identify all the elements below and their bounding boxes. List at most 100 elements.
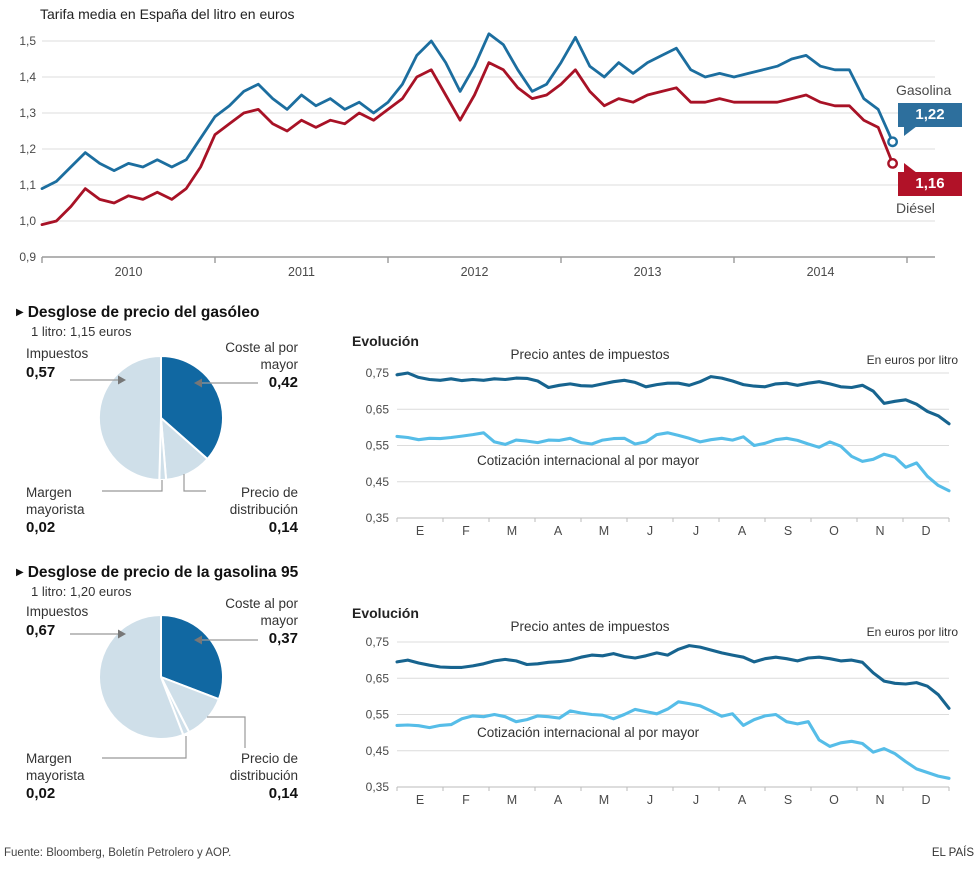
gasoleo-pie-chart (70, 354, 258, 492)
month-tick-label: M (507, 524, 517, 538)
month-tick-label: J (647, 524, 653, 538)
page-title: Tarifa media en España del litro en euro… (40, 6, 295, 22)
leader-arrow-icon (118, 375, 126, 385)
y-tick-label: 0,65 (366, 402, 390, 416)
series-line-diésel (40, 61, 894, 227)
month-tick-label: O (829, 793, 839, 807)
series-end-marker (887, 136, 898, 148)
y-tick-label: 0,65 (366, 671, 390, 685)
month-tick-label: M (507, 793, 517, 807)
evolucion-gasoleo-chart: 0,75 0,65 0,55 0,45 0,35 E F M A M J J A S O N D (366, 366, 951, 538)
pie-label-distribucion: Precio de distribución 0,14 (229, 485, 298, 536)
x-tick-label: 2011 (288, 265, 315, 279)
y-tick-label: 1,3 (19, 106, 36, 120)
series-line (395, 700, 951, 780)
x-tick-label: 2012 (461, 265, 489, 279)
month-tick-label: O (829, 524, 839, 538)
leader-line (207, 716, 246, 748)
month-tick-label: A (738, 524, 747, 538)
y-tick-label: 0,9 (19, 250, 36, 264)
y-tick-label: 0,35 (366, 511, 390, 525)
y-tick-label: 0,75 (366, 366, 390, 380)
unit-note-1: En euros por litro (866, 353, 958, 367)
month-tick-label: D (921, 793, 930, 807)
y-tick-label: 0,55 (366, 708, 390, 722)
pie-slice-coste-al-por-mayor (160, 614, 224, 701)
annot-precio-antes-1: Precio antes de impuestos (510, 347, 670, 362)
section-bullet-icon: ▶ (16, 307, 24, 318)
pie-label-impuestos: Impuestos 0,57 (26, 346, 89, 381)
month-tick-label: N (875, 524, 884, 538)
x-tick-label: 2013 (634, 265, 662, 279)
pie-label-coste: Coste al por mayor 0,42 (225, 340, 298, 391)
y-tick-label: 1,0 (19, 214, 36, 228)
month-tick-label: S (784, 793, 792, 807)
month-tick-label: F (462, 524, 470, 538)
desglose-gasolina-panel: ▶ Desglose de precio de la gasolina 95 1 … (0, 560, 335, 812)
leader-line (102, 480, 163, 492)
month-tick-label: M (599, 793, 609, 807)
series-line (395, 371, 951, 426)
y-tick-label: 1,4 (19, 70, 36, 84)
month-tick-label: N (875, 793, 884, 807)
month-tick-label: A (554, 524, 563, 538)
month-tick-label: E (416, 793, 424, 807)
evolucion-title-2: Evolución (352, 605, 419, 621)
gasolina-value-badge: 1,22 (898, 103, 962, 136)
evolucion-gasolina-chart: 0,75 0,65 0,55 0,45 0,35 E F M A M J J A S O N D (366, 635, 951, 807)
diesel-series-label: Diésel (896, 200, 935, 216)
section-bullet-icon: ▶ (16, 567, 24, 578)
annot-cotizacion-1: Cotización internacional al por mayor (477, 453, 700, 468)
month-tick-label: A (738, 793, 747, 807)
month-tick-label: F (462, 793, 470, 807)
y-tick-label: 0,35 (366, 780, 390, 794)
y-tick-label: 1,1 (19, 178, 36, 192)
evolucion-title-1: Evolución (352, 333, 419, 349)
x-tick-label: 2010 (115, 265, 143, 279)
pie-label-distribucion: Precio de distribución 0,14 (229, 751, 298, 802)
pie-slice-impuestos (97, 354, 162, 481)
month-tick-label: M (599, 524, 609, 538)
section-subtitle-gasoleo: 1 litro: 1,15 euros (31, 324, 132, 339)
month-tick-label: E (416, 524, 424, 538)
series-line-gasolina (40, 32, 894, 191)
gasolina-series-label: Gasolina (896, 82, 952, 98)
leader-line (183, 474, 206, 492)
pie-slice-coste-al-por-mayor (160, 355, 224, 461)
leader-line (102, 736, 187, 759)
annot-cotizacion-2: Cotización internacional al por mayor (477, 725, 700, 740)
tarifa-media-chart: 1,5 1,4 1,3 1,2 1,1 1,0 0,9 2010 2011 2012 2013 201… (19, 32, 935, 279)
section-subtitle-gasolina: 1 litro: 1,20 euros (31, 584, 132, 599)
month-tick-label: J (693, 524, 699, 538)
pie-label-impuestos: Impuestos 0,67 (26, 604, 89, 639)
source-credit: Fuente: Bloomberg, Boletín Petrolero y A… (4, 847, 232, 859)
section-title-gasolina: ▶ Desglose de precio de la gasolina 95 (16, 564, 299, 581)
month-tick-label: D (921, 524, 930, 538)
y-tick-label: 1,5 (19, 34, 36, 48)
evolucion-gasoleo-panel: Evolución Precio antes de impuestos En e… (340, 325, 980, 540)
y-tick-label: 1,2 (19, 142, 36, 156)
pie-label-margen: Margen mayorista 0,02 (26, 485, 85, 536)
y-tick-label: 0,75 (366, 635, 390, 649)
desglose-gasoleo-panel: ▶ Desglose de precio del gasóleo 1 litro:… (0, 300, 335, 550)
evolucion-gasolina-panel: Evolución Precio antes de impuestos En e… (340, 595, 980, 830)
annot-precio-antes-2: Precio antes de impuestos (510, 619, 670, 634)
brand-logo: EL PAÍS (931, 847, 974, 859)
month-tick-label: S (784, 524, 792, 538)
unit-note-2: En euros por litro (866, 625, 958, 639)
x-tick-label: 2014 (807, 265, 835, 279)
y-tick-label: 0,55 (366, 439, 390, 453)
section-title-gasoleo: ▶ Desglose de precio del gasóleo (16, 304, 260, 321)
leader-arrow-icon (118, 629, 126, 639)
pie-label-margen: Margen mayorista 0,02 (26, 751, 85, 802)
y-tick-label: 0,45 (366, 744, 390, 758)
leader-arrow-icon (194, 378, 202, 388)
month-tick-label: J (647, 793, 653, 807)
pie-label-coste: Coste al por mayor 0,37 (225, 596, 298, 647)
series-line (395, 644, 951, 710)
series-line (395, 431, 951, 493)
month-tick-label: A (554, 793, 563, 807)
month-tick-label: J (693, 793, 699, 807)
series-end-marker (887, 157, 898, 169)
